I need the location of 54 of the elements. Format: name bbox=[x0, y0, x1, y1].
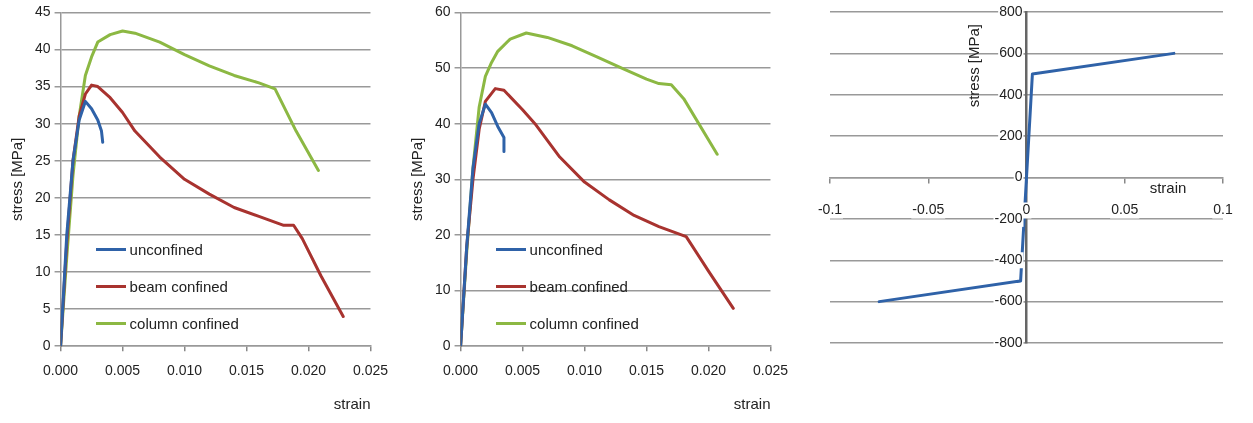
x-tick-label: 0.005 bbox=[105, 362, 141, 379]
y-tick-label: 400 bbox=[999, 85, 1023, 102]
y-tick-label: 600 bbox=[999, 44, 1023, 61]
y-tick-label: 20 bbox=[434, 225, 451, 242]
x-axis-title: strain bbox=[1149, 179, 1187, 197]
y-tick-label: 20 bbox=[34, 188, 51, 205]
y-tick-label: 40 bbox=[34, 40, 51, 57]
y-tick-label: 0 bbox=[42, 337, 51, 354]
x-tick-label: 0.015 bbox=[229, 362, 265, 379]
y-tick-label: -200 bbox=[994, 209, 1023, 226]
legend-label: beam confined bbox=[529, 278, 628, 296]
y-tick-label: 60 bbox=[434, 3, 451, 20]
x-tick-label: 0.000 bbox=[43, 362, 79, 379]
y-tick-label: 35 bbox=[34, 77, 51, 94]
y-tick-label: 25 bbox=[34, 151, 51, 168]
legend-label: unconfined bbox=[129, 241, 203, 259]
legend-label: beam confined bbox=[129, 278, 228, 296]
y-tick-label: 0 bbox=[442, 337, 451, 354]
legend-label: column confined bbox=[129, 315, 239, 333]
y-axis-title: stress [MPa] bbox=[8, 137, 26, 221]
legend-label: column confined bbox=[529, 315, 639, 333]
y-tick-label: -800 bbox=[994, 333, 1023, 350]
x-tick-label: 0.010 bbox=[567, 362, 603, 379]
y-tick-label: 10 bbox=[434, 281, 451, 298]
x-tick-label: -0.05 bbox=[912, 201, 945, 218]
x-tick-label: 0.020 bbox=[690, 362, 727, 379]
y-tick-label: 10 bbox=[34, 262, 51, 279]
y-tick-label: 15 bbox=[34, 225, 51, 242]
x-tick-label: 0.010 bbox=[167, 362, 203, 379]
y-tick-label: 0 bbox=[1014, 168, 1023, 185]
x-tick-label: 0.000 bbox=[443, 362, 479, 379]
x-tick-label: 0.025 bbox=[752, 362, 789, 379]
x-axis-title: strain bbox=[333, 395, 371, 413]
x-tick-label: 0.015 bbox=[629, 362, 665, 379]
y-tick-label: -600 bbox=[994, 292, 1023, 309]
y-tick-label: 200 bbox=[999, 126, 1023, 143]
y-axis-title: stress [MPa] bbox=[964, 24, 982, 108]
x-tick-label: 0.025 bbox=[352, 362, 389, 379]
y-tick-label: 45 bbox=[34, 3, 51, 20]
x-tick-label: 0.005 bbox=[505, 362, 541, 379]
y-axis-title: stress [MPa] bbox=[408, 137, 426, 221]
y-tick-label: 5 bbox=[42, 299, 51, 316]
y-tick-label: 30 bbox=[34, 114, 51, 131]
y-tick-label: 50 bbox=[434, 58, 451, 75]
y-tick-label: 30 bbox=[434, 170, 451, 187]
y-tick-label: 800 bbox=[999, 2, 1023, 19]
x-tick-label: -0.1 bbox=[817, 201, 843, 218]
x-axis-title: strain bbox=[733, 395, 771, 413]
legend-label: unconfined bbox=[529, 241, 603, 259]
y-tick-label: 40 bbox=[434, 114, 451, 131]
y-tick-label: -400 bbox=[994, 251, 1023, 268]
x-tick-label: 0.020 bbox=[290, 362, 327, 379]
x-tick-label: 0.1 bbox=[1213, 201, 1233, 218]
x-tick-label: 0.05 bbox=[1111, 201, 1139, 218]
